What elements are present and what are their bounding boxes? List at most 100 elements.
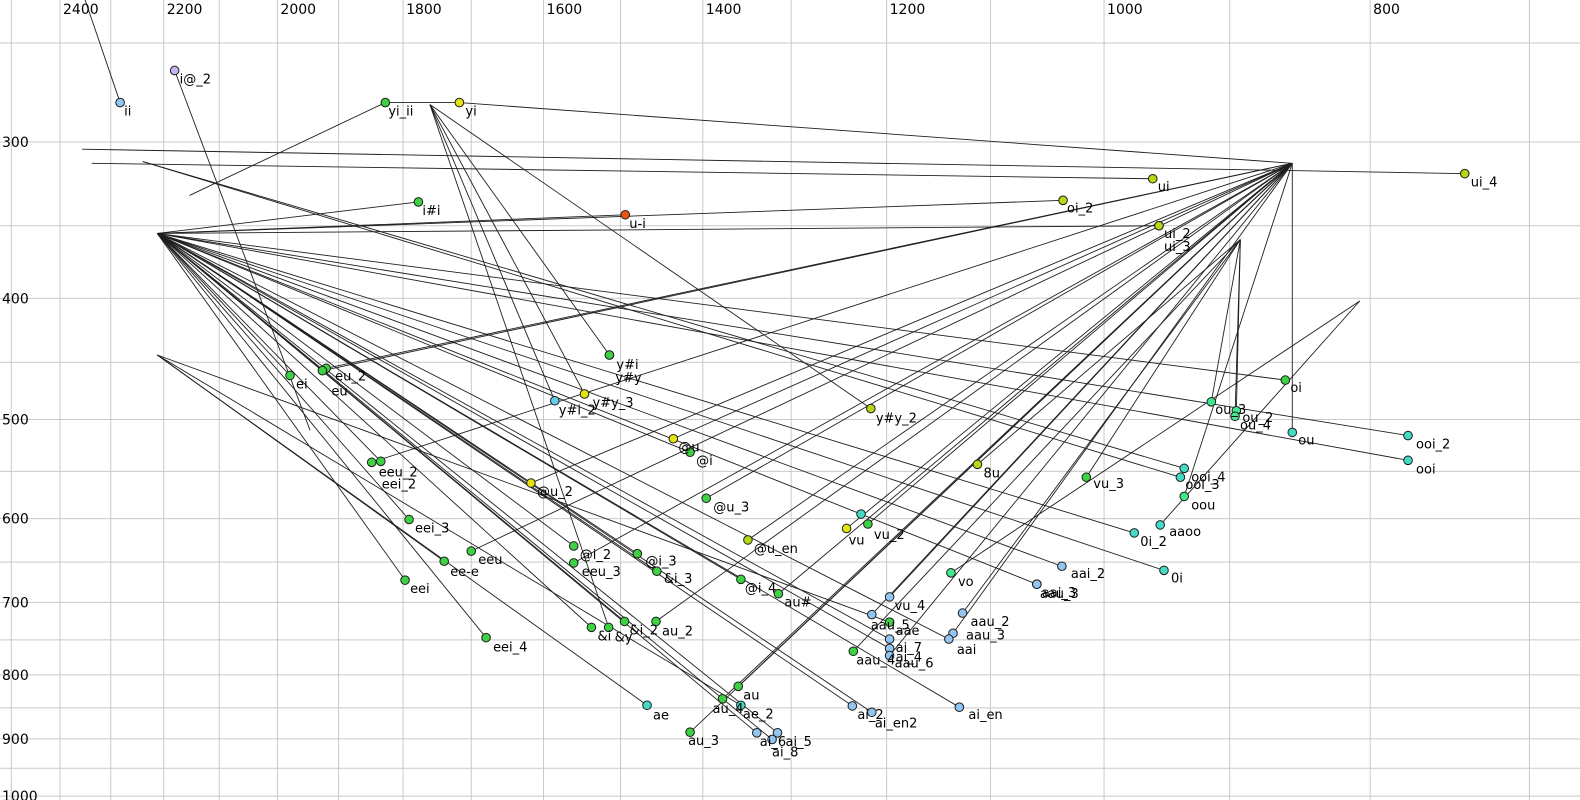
data-point — [848, 646, 859, 657]
trajectory-line — [157, 233, 691, 453]
data-point — [954, 702, 965, 712]
data-point — [685, 727, 695, 737]
x-tick-label: 800 — [1373, 2, 1400, 18]
x-tick-label: 1000 — [1107, 2, 1143, 18]
data-point — [380, 97, 391, 108]
point-label: ii — [124, 105, 131, 120]
data-point — [579, 389, 590, 399]
point-label: &i_2 — [629, 623, 658, 638]
point-label: vu — [849, 533, 865, 548]
data-point — [884, 650, 895, 661]
data-point — [957, 608, 968, 618]
data-point — [841, 523, 852, 534]
data-point — [652, 566, 662, 576]
point-label: @i_4 — [745, 581, 776, 596]
trajectory-line — [429, 104, 585, 395]
data-point — [1179, 463, 1190, 474]
data-point — [701, 493, 712, 504]
trajectory-line — [962, 239, 1241, 614]
point-label: y#i_2 — [559, 404, 596, 419]
point-label: @i_2 — [580, 548, 611, 563]
points-layer — [115, 65, 1470, 745]
data-point — [115, 97, 125, 108]
data-point — [285, 370, 295, 381]
point-label: aai — [957, 643, 977, 658]
point-label: aaoo — [1169, 525, 1201, 540]
data-point — [743, 535, 753, 545]
y-tick-label: 800 — [2, 668, 29, 684]
trajectory-line — [156, 233, 291, 376]
data-point — [375, 456, 386, 467]
trajectory-line — [174, 70, 311, 431]
point-label: eeu_3 — [582, 565, 621, 580]
trajectory-line — [322, 162, 1293, 372]
trajectory-line — [157, 233, 960, 708]
point-label: ae_2 — [743, 707, 774, 722]
trajectory-line — [157, 354, 890, 623]
point-label: ooi — [1416, 462, 1436, 477]
data-point — [620, 209, 631, 220]
data-point — [568, 558, 579, 568]
point-label: @u_3 — [713, 500, 749, 515]
trajectory-line — [157, 354, 742, 706]
point-label: u-i — [629, 217, 646, 232]
trajectory-line — [1234, 239, 1241, 417]
point-label: aae — [896, 624, 920, 639]
point-label: ee-e — [450, 565, 479, 580]
point-label: ui_3 — [1164, 240, 1191, 255]
point-label: @i_3 — [645, 555, 676, 570]
data-point — [847, 701, 858, 711]
trajectory-line — [157, 233, 1409, 461]
x-tick-label: 2000 — [280, 2, 316, 18]
data-point — [867, 707, 877, 718]
trajectory-line — [1085, 239, 1241, 478]
x-tick-label: 1600 — [547, 2, 583, 18]
trajectory-line — [952, 163, 1293, 634]
point-label: eeu — [478, 553, 502, 568]
point-label: &i_3 — [664, 572, 693, 587]
point-label: ai_en — [968, 708, 1002, 723]
data-point — [1403, 430, 1413, 441]
point-label: oou — [1191, 498, 1215, 513]
trajectory-line — [142, 161, 1181, 478]
point-label: y#i — [616, 358, 638, 373]
trajectory-line — [429, 104, 872, 409]
point-label: ou_3 — [1215, 403, 1246, 418]
trajectory-line — [82, 148, 1465, 175]
point-label: eu — [331, 385, 347, 400]
point-label: yi — [465, 105, 476, 120]
data-point — [526, 478, 536, 488]
trajectory-line — [747, 162, 1293, 541]
data-point — [717, 694, 728, 704]
data-point — [1057, 561, 1067, 572]
point-label: vu_3 — [1093, 477, 1124, 492]
data-point — [1159, 565, 1169, 576]
point-label: eeu_2 — [379, 465, 418, 480]
data-point — [454, 97, 465, 108]
point-label: @i — [696, 454, 713, 469]
point-label: vu_4 — [895, 599, 926, 614]
trajectory-line — [1159, 300, 1361, 526]
data-point — [884, 617, 895, 627]
trajectory-line — [157, 233, 1037, 585]
point-label: eei — [410, 582, 430, 597]
data-point — [1230, 411, 1240, 422]
x-tick-label: 1800 — [406, 2, 442, 18]
point-label: ai_6 — [760, 735, 786, 750]
y-tick-label: 300 — [2, 135, 29, 151]
trajectory-line — [91, 162, 1153, 180]
point-label: i#i — [422, 204, 440, 219]
data-point — [1129, 528, 1140, 538]
point-label: ou — [1298, 433, 1314, 448]
data-point — [439, 556, 449, 567]
data-point — [1280, 375, 1291, 385]
trajectory-line — [142, 161, 1185, 469]
trajectory-line — [673, 162, 1293, 440]
data-point — [1206, 397, 1217, 407]
point-label: au_4 — [713, 702, 744, 717]
data-point — [1147, 173, 1158, 184]
data-point — [685, 447, 695, 458]
point-label: aau_2 — [971, 615, 1010, 630]
trajectory-line — [157, 233, 890, 649]
trajectory-line — [429, 104, 610, 628]
